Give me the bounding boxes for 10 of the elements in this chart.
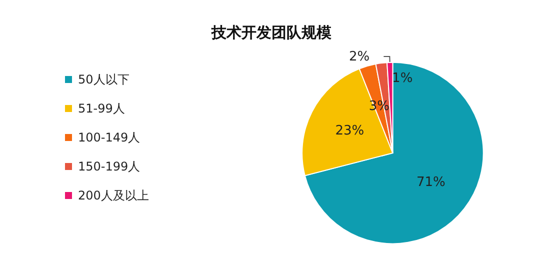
data-label: 71%: [416, 175, 446, 190]
chart-title: 技术开发团队规模: [210, 24, 332, 42]
data-label: 23%: [335, 124, 364, 139]
legend-label: 51-99人: [78, 102, 125, 116]
legend-label: 150-199人: [78, 160, 140, 174]
data-label: 1%: [392, 70, 413, 86]
data-label: 2%: [348, 50, 370, 65]
legend-label: 50人以下: [78, 72, 130, 86]
legend-label: 200人及以上: [78, 188, 149, 202]
legend-label: 100-149人: [78, 130, 140, 144]
